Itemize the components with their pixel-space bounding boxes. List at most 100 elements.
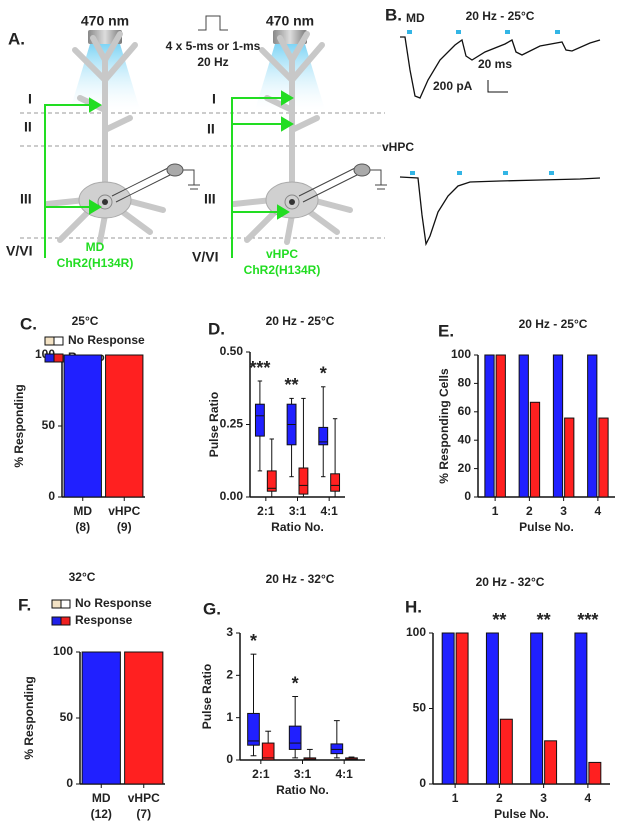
scale-bar — [487, 80, 508, 93]
count-label: (9) — [117, 520, 132, 534]
trace-label: MD — [406, 11, 425, 25]
significance: *** — [249, 358, 270, 378]
y-tick-label: 0 — [66, 776, 73, 790]
bar — [530, 632, 544, 785]
y-tick-label: 20 — [458, 461, 472, 475]
legend-swatch — [60, 616, 71, 626]
legend-swatch — [51, 616, 62, 626]
count-label: (12) — [91, 807, 112, 821]
layer-label: II — [24, 119, 32, 135]
panel-label: B. — [385, 5, 402, 24]
y-axis-label: % Responding — [22, 676, 36, 759]
x-tick-label: 1 — [452, 791, 459, 805]
y-tick-label: 50 — [60, 710, 74, 724]
x-tick-label: 2:1 — [252, 767, 270, 781]
layer-label: I — [28, 91, 32, 107]
significance: ** — [492, 610, 506, 630]
y-tick-label: 3 — [226, 625, 233, 639]
y-tick-label: 80 — [458, 376, 472, 390]
source-label: vHPC — [266, 247, 298, 261]
box — [247, 712, 260, 746]
legend-swatch — [44, 353, 55, 363]
box — [318, 426, 329, 446]
bar — [588, 761, 602, 785]
bar — [552, 354, 564, 498]
pulse-icon — [198, 15, 228, 31]
y-tick-label: 0 — [226, 752, 233, 766]
x-tick-label: 2:1 — [257, 504, 275, 518]
bar — [455, 632, 469, 785]
layer-label: I — [212, 91, 216, 107]
trace — [400, 36, 601, 99]
box — [298, 467, 309, 495]
chart-title: 20 Hz - 25°C — [519, 317, 588, 331]
legend-swatch — [53, 336, 64, 346]
x-axis-label: Ratio No. — [276, 783, 329, 797]
panel-label: E. — [438, 321, 454, 340]
x-tick-label: MD — [73, 504, 92, 518]
significance: * — [250, 631, 257, 651]
scale-label: 200 pA — [433, 79, 473, 93]
box — [288, 725, 302, 750]
significance: * — [320, 364, 327, 384]
y-tick-label: 50 — [42, 418, 56, 432]
y-tick-label: 0 — [464, 489, 471, 503]
x-tick-label: 3:1 — [289, 504, 307, 518]
x-tick-label: 4:1 — [320, 504, 338, 518]
bar — [81, 651, 121, 785]
x-tick-label: 1 — [492, 504, 499, 518]
neuron — [47, 34, 163, 242]
bar — [105, 354, 144, 498]
y-tick-label: 100 — [406, 625, 426, 639]
y-tick-label: 0.50 — [220, 344, 244, 358]
chart-title: 20 Hz - 25°C — [266, 314, 335, 328]
bar — [484, 354, 495, 498]
bar — [529, 401, 541, 498]
stim-markers — [407, 30, 560, 175]
neuron — [234, 34, 350, 242]
bar — [544, 740, 558, 785]
panel-label: F. — [18, 595, 31, 614]
legend-label: No Response — [68, 333, 145, 347]
bar — [518, 354, 529, 498]
legend-swatch — [60, 599, 71, 609]
y-axis-label: % Responding — [12, 384, 26, 467]
electrode — [111, 167, 387, 203]
bar — [441, 632, 455, 785]
panel-b: B. MD 20 Hz - 25°C 20 ms 200 pA vHPC — [382, 5, 601, 247]
layer-borders — [20, 112, 385, 239]
x-axis-label: Pulse No. — [519, 520, 574, 534]
y-tick-label: 100 — [451, 347, 471, 361]
x-tick-label: 2 — [526, 504, 533, 518]
x-tick-label: vHPC — [108, 504, 140, 518]
y-tick-label: 1 — [226, 710, 233, 724]
y-axis-label: Pulse Ratio — [207, 392, 221, 457]
layer-label: V/VI — [192, 249, 218, 265]
y-axis-label: Pulse Ratio — [200, 664, 214, 729]
trace-label: vHPC — [382, 140, 414, 154]
x-tick-label: 3:1 — [294, 767, 312, 781]
bar — [598, 417, 609, 498]
box — [266, 470, 277, 492]
opsin-label: ChR2(H134R) — [244, 263, 321, 277]
source-label: MD — [86, 240, 105, 254]
amplifier — [353, 163, 371, 177]
bar — [124, 651, 164, 785]
x-tick-label: 3 — [540, 791, 547, 805]
y-tick-label: 40 — [458, 432, 472, 446]
x-axis-label: Ratio No. — [271, 520, 324, 534]
opsin-label: ChR2(H134R) — [57, 256, 134, 270]
significance: ** — [537, 610, 551, 630]
box — [330, 473, 341, 492]
trace — [399, 176, 601, 247]
count-label: (8) — [75, 520, 90, 534]
bar — [63, 354, 102, 498]
legend-swatch — [44, 336, 55, 346]
bar — [495, 354, 506, 498]
x-tick-label: vHPC — [128, 791, 160, 805]
y-tick-label: 50 — [413, 701, 427, 715]
x-tick-label: 4 — [585, 791, 592, 805]
y-tick-label: 2 — [226, 668, 233, 682]
x-axis-label: Pulse No. — [494, 807, 549, 821]
